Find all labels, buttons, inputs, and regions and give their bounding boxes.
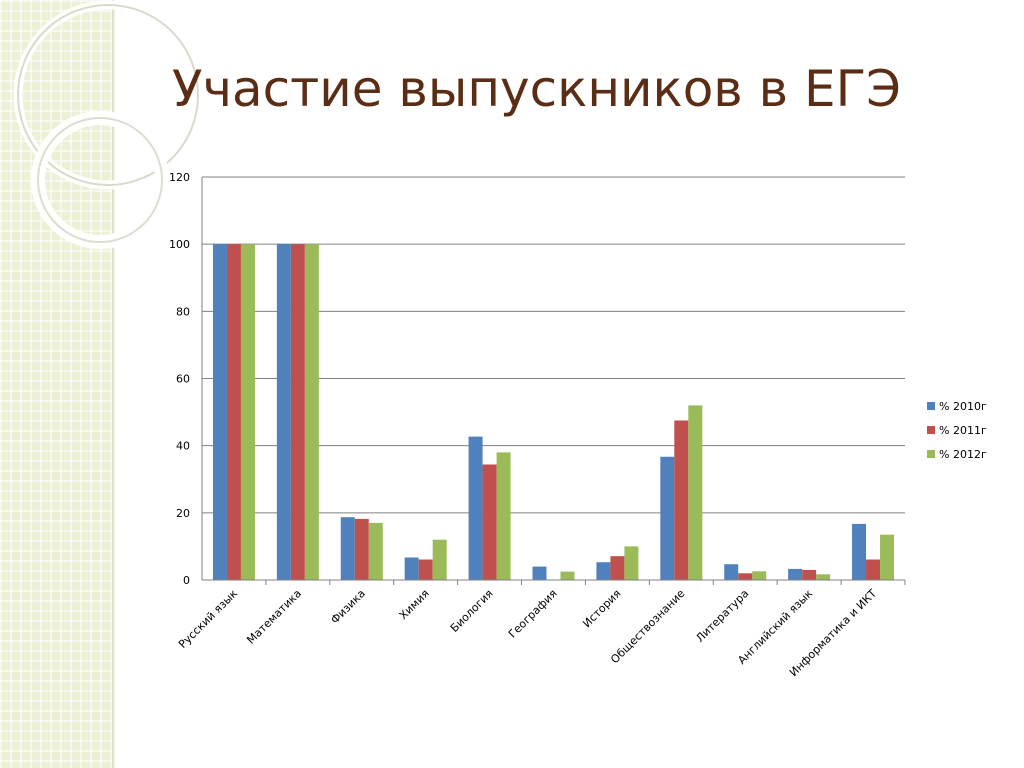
y-tick-label: 80 [176, 305, 190, 318]
bar-2-3 [354, 518, 369, 580]
bar-2-4 [418, 559, 433, 580]
bar-2-11 [866, 559, 881, 580]
legend-label-1: % 2010г [939, 400, 987, 413]
bar-2-2 [290, 244, 305, 580]
x-tick-label: Русский язык [176, 587, 240, 651]
bar-3-2 [304, 244, 319, 580]
bar-1-1 [212, 244, 227, 580]
bar-2-5 [482, 464, 497, 580]
x-tick-label: История [580, 587, 623, 630]
chart-legend: % 2010г % 2011г % 2012г [927, 400, 987, 461]
legend-label-3: % 2012г [939, 448, 987, 461]
legend-swatch-3 [927, 450, 935, 458]
bar-3-9 [752, 571, 767, 580]
y-tick-label: 60 [176, 373, 190, 386]
side-strip-edge [112, 0, 115, 768]
bar-1-3 [340, 517, 355, 580]
legend-swatch-1 [927, 402, 935, 410]
bar-3-7 [624, 546, 639, 580]
x-tick-label: Химия [397, 587, 432, 622]
bar-3-1 [240, 244, 255, 580]
y-tick-label: 20 [176, 507, 190, 520]
chart-bars [212, 244, 895, 580]
bar-2-8 [674, 420, 689, 580]
bar-1-9 [724, 564, 739, 580]
bar-3-3 [368, 522, 383, 580]
bar-1-10 [788, 568, 803, 580]
bar-3-8 [688, 405, 703, 580]
bar-2-1 [226, 244, 241, 580]
x-axis-tick-labels: Русский язык Математика Физика Химия Биологи… [176, 587, 879, 679]
y-tick-label: 120 [169, 171, 190, 184]
y-tick-label: 40 [176, 440, 190, 453]
x-tick-label: Математика [244, 587, 304, 647]
bar-1-11 [852, 523, 867, 580]
bar-1-5 [468, 436, 483, 580]
bar-1-6 [532, 566, 547, 580]
bar-1-2 [276, 244, 291, 580]
bar-1-4 [404, 557, 419, 580]
bar-1-7 [596, 562, 611, 580]
decorative-rings [13, 0, 203, 249]
y-tick-label: 100 [169, 238, 190, 251]
x-tick-label: География [506, 587, 560, 641]
bar-3-5 [496, 452, 511, 580]
bar-2-7 [610, 556, 625, 580]
x-tick-label: Физика [328, 587, 368, 627]
legend-swatch-2 [927, 426, 935, 434]
bar-2-9 [738, 573, 753, 580]
bar-3-10 [816, 574, 831, 580]
bar-3-11 [880, 534, 895, 580]
decor-ring-large-outline [17, 4, 199, 186]
y-axis-tick-labels: 0 20 40 60 80 100 120 [169, 171, 190, 587]
legend-label-2: % 2011г [939, 424, 987, 437]
bar-3-6 [560, 571, 575, 580]
y-tick-label: 0 [183, 574, 190, 587]
chart-gridlines [202, 176, 905, 514]
x-tick-label: Литература [693, 587, 751, 645]
bar-2-10 [802, 569, 817, 580]
chart-axes [201, 177, 906, 585]
bar-3-4 [432, 539, 447, 580]
decor-ring-small-outline [37, 117, 163, 243]
x-tick-label: Биология [448, 587, 496, 635]
bar-1-8 [660, 456, 675, 580]
slide-title: Участие выпускников в ЕГЭ [172, 60, 902, 118]
